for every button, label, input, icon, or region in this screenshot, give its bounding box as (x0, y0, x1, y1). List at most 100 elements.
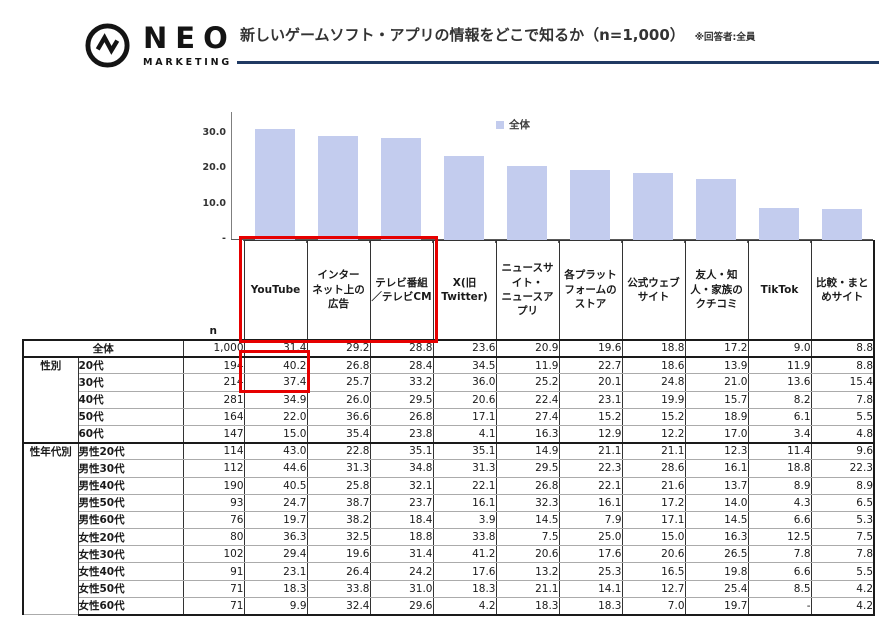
value-cell: 19.7 (684, 596, 749, 616)
value-cell: 19.6 (558, 338, 623, 358)
row-label-cell: 60代 (77, 424, 184, 444)
value-cell: 28.8 (369, 338, 434, 358)
logo-text-neo: NEO (143, 20, 236, 55)
n-value-cell: 112 (182, 459, 245, 478)
row-label-cell: 50代 (77, 407, 184, 426)
value-cell: 32.3 (495, 493, 560, 512)
logo-pulse-icon (85, 23, 130, 68)
value-cell: 18.8 (369, 528, 434, 547)
legend-label: 全体 (509, 119, 530, 131)
data-table: n YouTube インター ネット上の 広告 テレビ番組 ／テレビCM X(旧 Twi… (22, 240, 875, 616)
n-value-cell: 114 (182, 441, 245, 461)
value-cell: 16.3 (495, 424, 560, 444)
chart-bar (254, 128, 295, 240)
value-cell: 13.6 (747, 373, 812, 392)
chart-legend: 全体 (496, 117, 530, 132)
value-cell: 21.1 (495, 579, 560, 598)
row-label-cell: 女性20代 (77, 528, 184, 547)
table-header-cell: TikTok (747, 240, 812, 340)
value-cell: 16.1 (432, 493, 497, 512)
value-cell: 9.6 (810, 441, 875, 461)
value-cell: 12.5 (747, 528, 812, 547)
value-cell: 29.6 (369, 596, 434, 616)
table-row: 40代 281 34.9 26.0 29.5 20.6 22.4 23.1 19.9 15.7 8.… (23, 390, 875, 409)
title-underline (237, 61, 879, 64)
header-spacer (23, 240, 183, 340)
y-axis-tick-label: - (222, 233, 226, 244)
value-cell: 29.2 (306, 338, 371, 358)
value-cell: 14.5 (495, 510, 560, 530)
value-cell: 29.4 (243, 545, 308, 564)
n-column-label: n (183, 240, 244, 340)
value-cell: 14.9 (495, 441, 560, 461)
row-label-cell: 男性20代 (77, 441, 184, 461)
value-cell: 12.9 (558, 424, 623, 444)
value-cell: 34.9 (243, 390, 308, 409)
neo-marketing-logo: NEO MARKETING (84, 22, 236, 69)
value-cell: 5.5 (810, 562, 875, 581)
table-header-cell: X(旧 Twitter) (432, 240, 497, 340)
value-cell: 5.5 (810, 407, 875, 426)
value-cell: 3.4 (747, 424, 812, 444)
value-cell: 13.2 (495, 562, 560, 581)
value-cell: 16.1 (684, 459, 749, 478)
value-cell: 8.2 (747, 390, 812, 409)
value-cell: 26.8 (495, 476, 560, 495)
value-cell: 8.8 (810, 338, 875, 358)
value-cell: 25.4 (684, 579, 749, 598)
n-value-cell: 93 (182, 493, 245, 512)
value-cell: 35.1 (432, 441, 497, 461)
table-header-cell: 各プラット フォームの ストア (558, 240, 623, 340)
value-cell: 4.2 (810, 596, 875, 616)
y-axis-tick-label: 10.0 (202, 197, 226, 209)
logo-text-marketing: MARKETING (143, 56, 232, 68)
value-cell: 22.1 (558, 476, 623, 495)
value-cell: 26.8 (369, 407, 434, 426)
row-label-cell: 男性30代 (77, 459, 184, 478)
value-cell: 29.5 (369, 390, 434, 409)
value-cell: 18.8 (747, 459, 812, 478)
value-cell: 31.3 (306, 459, 371, 478)
n-value-cell: 71 (182, 579, 245, 598)
value-cell: 19.9 (621, 390, 686, 409)
y-axis-tick-label: 20.0 (202, 162, 226, 173)
value-cell: 24.7 (243, 493, 308, 512)
value-cell: 35.4 (306, 424, 371, 444)
value-cell: 40.5 (243, 476, 308, 495)
value-cell: 23.8 (369, 424, 434, 444)
value-cell: 9.0 (747, 338, 812, 358)
value-cell: 33.8 (306, 579, 371, 598)
value-cell: 16.3 (684, 528, 749, 547)
value-cell: 4.8 (810, 424, 875, 444)
value-cell: 26.5 (684, 545, 749, 564)
value-cell: 9.9 (243, 596, 308, 616)
value-cell: 26.8 (306, 355, 371, 375)
table-row: 性別 20代 194 40.2 26.8 28.4 34.5 11.9 22.7 18.6 13.9… (22, 355, 875, 444)
value-cell: 23.1 (558, 390, 623, 409)
chart-bar (695, 178, 736, 240)
n-value-cell: 1,000 (182, 338, 245, 358)
value-cell: 6.6 (747, 510, 812, 530)
value-cell: 22.4 (495, 390, 560, 409)
value-cell: 13.9 (684, 355, 749, 375)
value-cell: 35.1 (369, 441, 434, 461)
value-cell: 14.1 (558, 579, 623, 598)
n-value-cell: 76 (182, 510, 245, 530)
value-cell: 28.6 (621, 459, 686, 478)
n-value-cell: 147 (182, 424, 245, 444)
value-cell: 22.8 (306, 441, 371, 461)
value-cell: 21.6 (621, 476, 686, 495)
value-cell: 26.4 (306, 562, 371, 581)
table-row: 女性40代 91 23.1 26.4 24.2 17.6 13.2 25.3 16.5 19.8 6… (23, 562, 875, 581)
value-cell: 15.4 (810, 373, 875, 392)
value-cell: 4.1 (432, 424, 497, 444)
value-cell: 7.9 (558, 510, 623, 530)
table-row: 女性30代 102 29.4 19.6 31.4 41.2 20.6 17.6 20.6 26.5… (23, 545, 875, 564)
row-label-cell: 男性50代 (77, 493, 184, 512)
value-cell: 18.9 (684, 407, 749, 426)
value-cell: 37.4 (243, 373, 308, 392)
value-cell: 17.6 (432, 562, 497, 581)
table-header-cell: 比較・まと めサイト (810, 240, 875, 340)
